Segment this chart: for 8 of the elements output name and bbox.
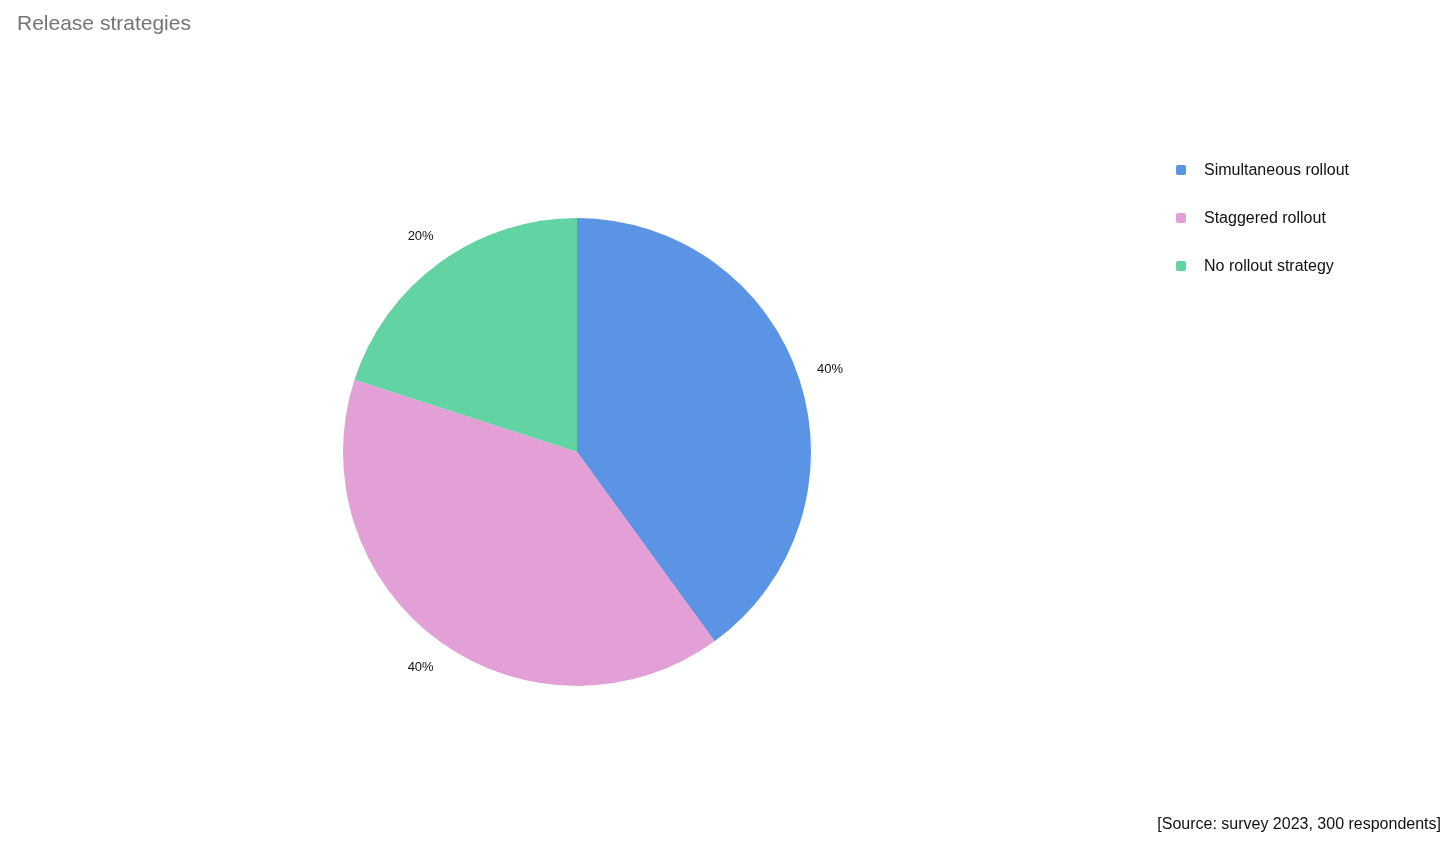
legend-label: No rollout strategy [1204, 257, 1334, 275]
data-label: 40% [816, 361, 844, 377]
data-label: 40% [407, 658, 435, 674]
text: Release strategies [17, 11, 191, 35]
legend-label: Staggered rollout [1204, 209, 1326, 227]
legend-label: Simultaneous rollout [1204, 161, 1349, 179]
data-label: 20% [407, 228, 435, 244]
text: [Source: survey 2023, 300 respondents] [1157, 815, 1441, 833]
